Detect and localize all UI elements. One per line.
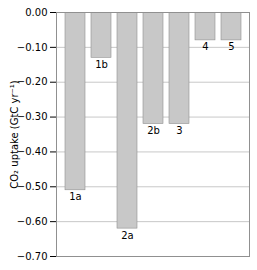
svg-text:2b: 2b [147, 125, 160, 136]
svg-text:3: 3 [176, 125, 182, 136]
svg-text:−0.40: −0.40 [17, 146, 48, 157]
svg-text:CO₂ uptake (GtC yr⁻¹): CO₂ uptake (GtC yr⁻¹) [9, 80, 20, 189]
svg-text:−0.30: −0.30 [17, 111, 48, 122]
svg-text:−0.70: −0.70 [17, 251, 48, 262]
svg-text:1a: 1a [69, 191, 82, 202]
svg-text:4: 4 [202, 41, 208, 52]
svg-text:−0.10: −0.10 [17, 42, 48, 53]
svg-text:5: 5 [228, 41, 234, 52]
svg-text:2a: 2a [121, 230, 134, 241]
svg-text:−0.50: −0.50 [17, 181, 48, 192]
svg-text:0.00: 0.00 [25, 7, 47, 18]
svg-text:1b: 1b [95, 59, 108, 70]
svg-text:−0.20: −0.20 [17, 76, 48, 87]
svg-text:−0.60: −0.60 [17, 216, 48, 227]
